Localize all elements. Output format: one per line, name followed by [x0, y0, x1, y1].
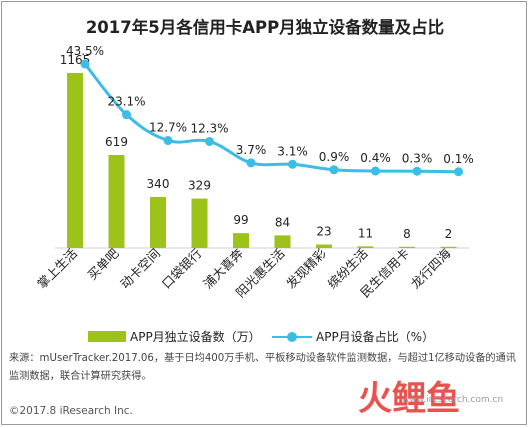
legend-label-share: APP月设备占比（%） — [316, 330, 435, 344]
bar-value-label-9: 2 — [445, 227, 453, 241]
chart-title: 2017年5月各信用卡APP月独立设备数量及占比 — [85, 18, 445, 37]
bar-4 — [233, 233, 249, 248]
share-point-5 — [288, 159, 297, 169]
watermark-logo: 火鲤鱼 www.iresearch.com.cn — [358, 379, 503, 419]
share-value-label-2: 12.7% — [149, 120, 187, 134]
watermark-text: 火鲤鱼 — [358, 379, 460, 419]
share-value-label-3: 12.3% — [190, 121, 228, 135]
bar-value-label-5: 84 — [275, 215, 290, 229]
share-value-label-8: 0.3% — [402, 151, 433, 165]
share-point-9 — [454, 167, 463, 177]
share-point-2 — [163, 135, 173, 145]
bar-value-label-2: 340 — [147, 177, 170, 191]
share-point-3 — [205, 136, 214, 146]
legend-label-devices: APP月独立设备数（万） — [130, 330, 261, 344]
share-value-label-7: 0.4% — [360, 151, 391, 165]
bar-value-label-1: 619 — [105, 135, 128, 149]
bar-value-label-4: 99 — [233, 213, 248, 227]
share-point-6 — [329, 165, 339, 175]
bar-1 — [108, 155, 125, 248]
bar-0 — [67, 73, 83, 248]
share-point-8 — [412, 166, 422, 176]
share-series-line — [83, 63, 459, 174]
share-value-label-5: 3.1% — [277, 144, 308, 158]
share-point-0 — [80, 59, 90, 69]
x-tick-label-3: 口袋银行 — [159, 246, 205, 292]
legend-item-share: APP月设备占比（%） — [272, 328, 434, 345]
share-point-1 — [122, 110, 131, 120]
share-value-label-4: 3.7% — [236, 143, 267, 157]
bar-9 — [440, 246, 457, 248]
bar-value-label-8: 8 — [403, 227, 411, 241]
bar-value-label-3: 329 — [188, 179, 211, 193]
bar-8 — [399, 246, 415, 248]
x-tick-label-9: 龙行四海 — [408, 245, 454, 291]
watermark-url: www.iresearch.com.cn — [402, 395, 503, 405]
share-point-7 — [371, 166, 380, 176]
share-value-label-0: 43.5% — [66, 44, 104, 58]
share-value-label-6: 0.9% — [319, 150, 350, 164]
bar-value-label-6: 23 — [316, 225, 331, 239]
source-note: 来源：mUserTracker.2017.06，基于日均400万手机、平板移动设… — [9, 353, 516, 382]
legend-line-swatch — [272, 331, 312, 343]
bar-2 — [150, 196, 166, 248]
bar-5 — [274, 235, 291, 248]
share-value-label-1: 23.1% — [107, 95, 145, 109]
x-tick-label-2: 动卡空间 — [117, 246, 163, 292]
bar-6 — [316, 244, 332, 248]
legend-item-devices: APP月独立设备数（万） — [88, 328, 261, 345]
share-point-4 — [246, 158, 256, 168]
bar-3 — [191, 198, 208, 248]
x-tick-label-6: 发现精彩 — [283, 245, 329, 291]
legend-bar-swatch — [88, 331, 126, 342]
legend: APP月独立设备数（万） APP月设备占比（%） — [0, 326, 530, 346]
share-value-label-9: 0.1% — [443, 152, 474, 166]
x-tick-label-0: 掌上生活 — [34, 246, 80, 292]
bar-value-label-7: 11 — [358, 226, 373, 240]
copyright: ©2017.8 iResearch Inc. — [9, 405, 133, 417]
bar-7 — [357, 246, 374, 248]
x-tick-label-1: 买单吧 — [84, 245, 121, 282]
